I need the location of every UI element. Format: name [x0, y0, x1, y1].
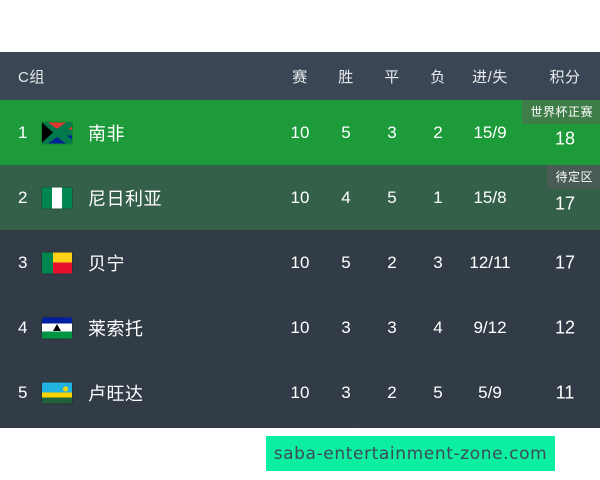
- cell-points: 12: [554, 317, 576, 337]
- cell-drawn: 3: [387, 317, 397, 337]
- standings-table: 懂球帝 懂球帝 懂球帝 懂球帝 懂球帝 懂球帝 C组 赛 胜 平 负 进/失 积…: [0, 52, 600, 428]
- table-row[interactable]: 5 卢旺达 10 3 2 5 5/9 11: [0, 360, 600, 425]
- site-banner-text: saba-entertainment-zone.com: [273, 443, 548, 464]
- cell-points: 17: [554, 252, 576, 272]
- cell-drawn: 2: [387, 252, 397, 272]
- column-header-drawn: 平: [384, 68, 400, 86]
- flag-south-africa-icon: [42, 122, 72, 143]
- cell-won: 5: [341, 252, 351, 272]
- rank-value: 3: [18, 252, 28, 272]
- cell-lost: 4: [433, 317, 443, 337]
- team-name: 南非: [88, 123, 125, 144]
- cell-points: 17: [554, 193, 576, 214]
- table-header: C组 赛 胜 平 负 进/失 积分: [0, 52, 600, 100]
- table-row[interactable]: 4 莱索托 10 3 3 4 9/12 12: [0, 295, 600, 360]
- cell-drawn: 3: [387, 122, 397, 142]
- cell-goals: 15/9: [473, 122, 507, 142]
- cell-played: 10: [290, 317, 310, 337]
- cell-lost: 5: [433, 382, 443, 402]
- group-label: C组: [18, 68, 45, 86]
- cell-won: 3: [341, 382, 351, 402]
- cell-drawn: 5: [387, 187, 397, 207]
- cell-goals: 15/8: [473, 187, 507, 207]
- cell-lost: 1: [433, 187, 443, 207]
- team-name: 贝宁: [88, 253, 125, 274]
- cell-played: 10: [290, 187, 310, 207]
- rank-value: 5: [18, 382, 28, 402]
- column-header-lost: 负: [430, 68, 446, 86]
- cell-drawn: 2: [387, 382, 397, 402]
- team-name: 莱索托: [88, 318, 144, 339]
- cell-goals: 12/11: [469, 252, 511, 272]
- flag-nigeria-icon: [42, 187, 72, 208]
- cell-goals: 5/9: [478, 382, 502, 402]
- column-header-points: 积分: [549, 68, 581, 86]
- team-name: 卢旺达: [88, 383, 144, 404]
- table-row[interactable]: 3 贝宁 10 5 2 3 12/11 17: [0, 230, 600, 295]
- cell-points: 11: [555, 382, 575, 402]
- rank-value: 2: [18, 187, 28, 207]
- cell-lost: 3: [433, 252, 443, 272]
- team-name: 尼日利亚: [88, 188, 162, 209]
- site-banner[interactable]: saba-entertainment-zone.com: [266, 436, 555, 471]
- cell-goals: 9/12: [473, 317, 507, 337]
- cell-points: 18: [554, 128, 576, 149]
- flag-benin-icon: [42, 252, 72, 273]
- cell-played: 10: [290, 122, 310, 142]
- cell-played: 10: [290, 252, 310, 272]
- status-badge: 世界杯正赛: [522, 100, 600, 124]
- column-header-goals: 进/失: [472, 68, 508, 86]
- flag-rwanda-icon: [42, 382, 72, 403]
- rank-value: 1: [18, 122, 28, 142]
- cell-won: 3: [341, 317, 351, 337]
- cell-won: 4: [341, 187, 351, 207]
- column-header-played: 赛: [292, 68, 308, 86]
- cell-lost: 2: [433, 122, 443, 142]
- column-header-won: 胜: [338, 68, 354, 86]
- status-badge: 待定区: [547, 165, 600, 189]
- flag-lesotho-icon: [42, 317, 72, 338]
- table-row[interactable]: 世界杯正赛 1 南非 10 5 3 2 15/9 18: [0, 100, 600, 165]
- rank-value: 4: [18, 317, 28, 337]
- cell-won: 5: [341, 122, 351, 142]
- cell-played: 10: [290, 382, 310, 402]
- table-row[interactable]: 待定区 2 尼日利亚 10 4 5 1 15/8 17: [0, 165, 600, 230]
